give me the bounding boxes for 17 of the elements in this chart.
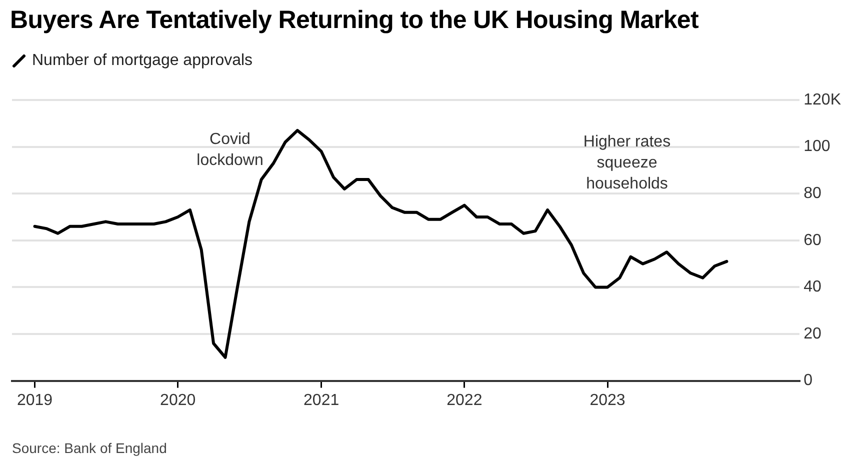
x-tick-label: 2023 [590, 392, 626, 409]
x-tick-label: 2019 [16, 392, 53, 409]
y-tick-label: 20 [804, 325, 822, 342]
source-note: Source: Bank of England [12, 440, 167, 456]
y-tick-label: 0 [804, 372, 813, 390]
y-tick-label: 80 [804, 185, 822, 202]
annotation: Higher rates squeeze households [583, 133, 671, 192]
y-tick-label: 40 [804, 278, 822, 296]
y-tick-label: 100 [804, 138, 830, 156]
legend-label: Number of mortgage approvals [32, 52, 253, 70]
x-tick-label: 2022 [446, 392, 482, 409]
y-tick-label: 120K [804, 91, 842, 108]
x-tick-label: 2021 [304, 392, 340, 409]
x-tick-label: 2020 [160, 392, 196, 409]
annotation: Covid lockdown [196, 130, 264, 169]
y-tick-label: 60 [804, 232, 822, 249]
chart-title: Buyers Are Tentatively Returning to the UK Housing Market [10, 6, 699, 35]
